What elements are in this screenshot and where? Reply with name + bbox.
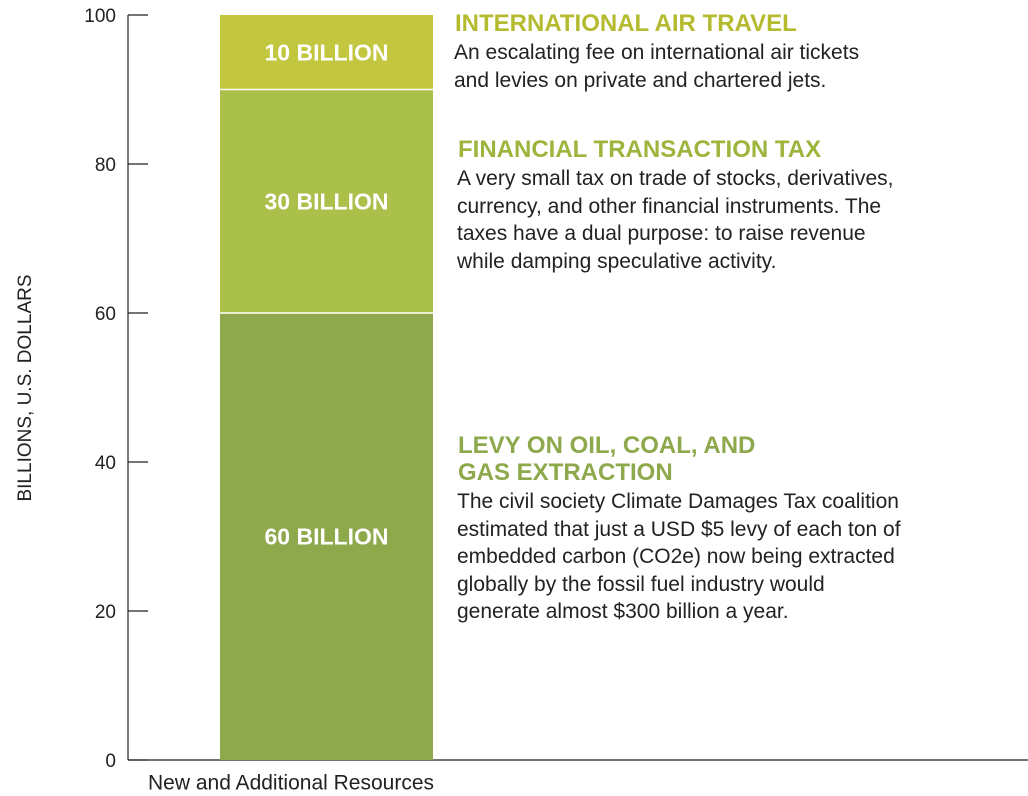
annotation-text: globally by the fossil fuel industry wou… [457, 572, 825, 596]
annotation-text: estimated that just a USD $5 levy of eac… [457, 517, 901, 541]
bar-segment [220, 15, 433, 90]
value-label: 10 BILLION [265, 39, 389, 65]
x-tick-label: New and Additional Resources [148, 772, 434, 795]
annotation-text: currency, and other financial instrument… [457, 194, 882, 218]
annotation-text: and levies on private and chartered jets… [454, 68, 827, 92]
annotation-text: A very small tax on trade of stocks, der… [457, 167, 894, 190]
annotation-heading: FINANCIAL TRANSACTION TAX [458, 136, 822, 163]
y-tick-label: 20 [95, 602, 116, 623]
y-tick-label: 100 [84, 6, 116, 27]
y-tick-label: 60 [95, 304, 116, 325]
y-tick-label: 40 [95, 453, 116, 474]
bar-segment [220, 313, 433, 760]
y-tick-label: 0 [105, 751, 116, 772]
bar-segment [220, 89, 433, 313]
annotation-text: while damping speculative activity. [457, 249, 777, 273]
annotation-text: taxes have a dual purpose: to raise reve… [457, 222, 866, 245]
y-tick-label: 80 [95, 155, 116, 176]
annotation-heading: LEVY ON OIL, COAL, AND GAS EXTRACTION [458, 432, 756, 486]
annotation-text: generate almost $300 billion a year. [457, 600, 789, 623]
value-label: 30 BILLION [265, 188, 389, 214]
annotation-text: embedded carbon (CO2e) now being extract… [457, 545, 895, 568]
value-label: 60 BILLION [265, 524, 389, 550]
annotation-text: An escalating fee on international air t… [454, 41, 860, 64]
annotation-heading: INTERNATIONAL AIR TRAVEL [455, 10, 797, 37]
y-axis-label: BILLIONS, U.S. DOLLARS [15, 274, 36, 501]
annotation-text: The civil society Climate Damages Tax co… [457, 490, 899, 513]
